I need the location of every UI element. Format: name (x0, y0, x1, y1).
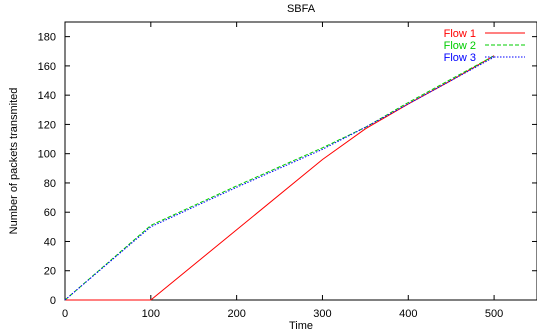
y-tick-label: 180 (38, 32, 56, 44)
y-axis: 0 20 40 60 80 100 120 140 160 180 (38, 32, 537, 307)
x-axis: 0 100 200 300 400 500 (62, 22, 503, 320)
y-tick-label: 120 (38, 119, 56, 131)
y-tick-label: 40 (44, 236, 56, 248)
y-tick-label: 60 (44, 207, 56, 219)
y-tick-label: 160 (38, 61, 56, 73)
y-tick-label: 0 (50, 295, 56, 307)
legend-label-flow-3: Flow 3 (444, 52, 476, 64)
x-tick-label: 500 (485, 308, 503, 320)
y-tick-label: 80 (44, 178, 56, 190)
plot-frame (64, 21, 537, 301)
x-tick-label: 200 (227, 308, 245, 320)
y-tick-label: 20 (44, 266, 56, 278)
series-line-flow-1 (65, 55, 495, 301)
legend-label-flow-2: Flow 2 (444, 40, 476, 52)
legend-label-flow-1: Flow 1 (444, 28, 476, 40)
y-tick-label: 140 (38, 90, 56, 102)
x-tick-label: 400 (399, 308, 417, 320)
y-tick-label: 100 (38, 149, 56, 161)
y-axis-label: Number of packets transmited (8, 88, 20, 235)
series-layer (64, 55, 495, 301)
x-axis-label: Time (289, 320, 313, 332)
series-line-flow-3 (64, 56, 495, 301)
x-tick-label: 300 (313, 308, 331, 320)
series-line-flow-2 (64, 55, 495, 301)
x-tick-label: 0 (62, 308, 68, 320)
x-tick-label: 100 (142, 308, 160, 320)
chart-title: SBFA (287, 3, 316, 15)
